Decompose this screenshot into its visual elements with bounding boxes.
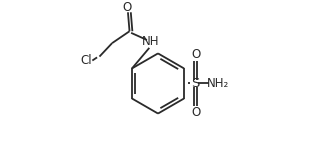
Text: O: O xyxy=(123,1,132,14)
Text: O: O xyxy=(191,106,200,119)
Text: NH: NH xyxy=(142,35,160,48)
Text: Cl: Cl xyxy=(80,54,92,67)
Text: O: O xyxy=(191,48,200,61)
Text: NH₂: NH₂ xyxy=(207,77,229,90)
Text: S: S xyxy=(191,77,199,90)
